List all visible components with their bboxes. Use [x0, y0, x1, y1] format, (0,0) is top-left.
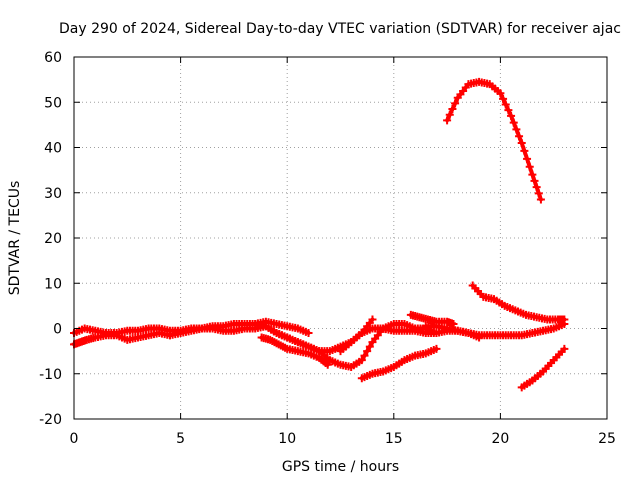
data-point-marker: [504, 106, 513, 115]
series-arc-2: [70, 329, 174, 349]
data-point-marker: [475, 333, 484, 342]
data-point-marker: [525, 162, 534, 171]
data-point-marker: [501, 100, 510, 109]
data-point-marker: [528, 170, 537, 179]
series-arc-7: [357, 344, 441, 383]
series-group: [70, 77, 569, 392]
y-tick-label: -10: [39, 367, 62, 383]
x-tick-label: 15: [385, 431, 403, 447]
data-point-marker: [448, 105, 457, 114]
data-point-marker: [360, 351, 369, 360]
series-arc-9: [421, 322, 484, 342]
x-tick-label: 10: [278, 431, 296, 447]
data-point-marker: [368, 315, 377, 324]
data-point-marker: [451, 99, 460, 108]
data-point-marker: [560, 344, 569, 353]
data-point-marker: [496, 89, 505, 98]
y-tick-label: -20: [39, 412, 62, 428]
x-tick-label: 0: [70, 431, 79, 447]
series-arc-5: [257, 333, 332, 369]
data-point-marker: [323, 360, 332, 369]
data-point-marker: [365, 342, 374, 351]
data-point-marker: [432, 344, 441, 353]
series-arc-12: [517, 344, 569, 392]
y-tick-label: 60: [44, 50, 62, 66]
x-axis-label: GPS time / hours: [282, 459, 399, 475]
y-tick-label: 40: [44, 141, 62, 157]
x-tick-label: 20: [491, 431, 509, 447]
data-point-marker: [530, 176, 539, 185]
data-point-marker: [515, 132, 524, 141]
tick-labels: 0 5 10 15 20 25 -20 -10 0 10 20 30 40 50 60: [39, 50, 616, 447]
y-tick-label: 10: [44, 276, 62, 292]
y-tick-label: 20: [44, 231, 62, 247]
series-arc-8: [406, 310, 458, 328]
y-tick-label: 30: [44, 186, 62, 202]
series-arc-10: [443, 77, 545, 204]
series-arc-11: [468, 281, 569, 324]
data-point-marker: [445, 110, 454, 119]
grid: [74, 57, 607, 419]
y-tick-label: 0: [53, 322, 62, 338]
x-tick-label: 5: [176, 431, 185, 447]
data-point-marker: [363, 347, 372, 356]
data-point-marker: [517, 138, 526, 147]
data-point-marker: [499, 94, 508, 103]
data-point-marker: [512, 125, 521, 134]
data-point-marker: [520, 146, 529, 155]
data-point-marker: [507, 111, 516, 120]
chart-title: Day 290 of 2024, Sidereal Day-to-day VTE…: [59, 21, 621, 37]
x-tick-label: 25: [598, 431, 616, 447]
series-line: [445, 79, 543, 202]
data-point-marker: [449, 319, 458, 328]
data-point-marker: [523, 154, 532, 163]
y-tick-label: 50: [44, 95, 62, 111]
data-point-marker: [560, 315, 569, 324]
data-point-marker: [532, 183, 541, 192]
data-point-marker: [536, 195, 545, 204]
axes: [73, 56, 608, 420]
data-point-marker: [443, 116, 452, 125]
data-point-marker: [509, 118, 518, 127]
data-point-marker: [357, 356, 366, 365]
y-axis-label: SDTVAR / TECUs: [7, 181, 23, 296]
data-point-marker: [304, 329, 313, 338]
data-point-marker: [534, 189, 543, 198]
